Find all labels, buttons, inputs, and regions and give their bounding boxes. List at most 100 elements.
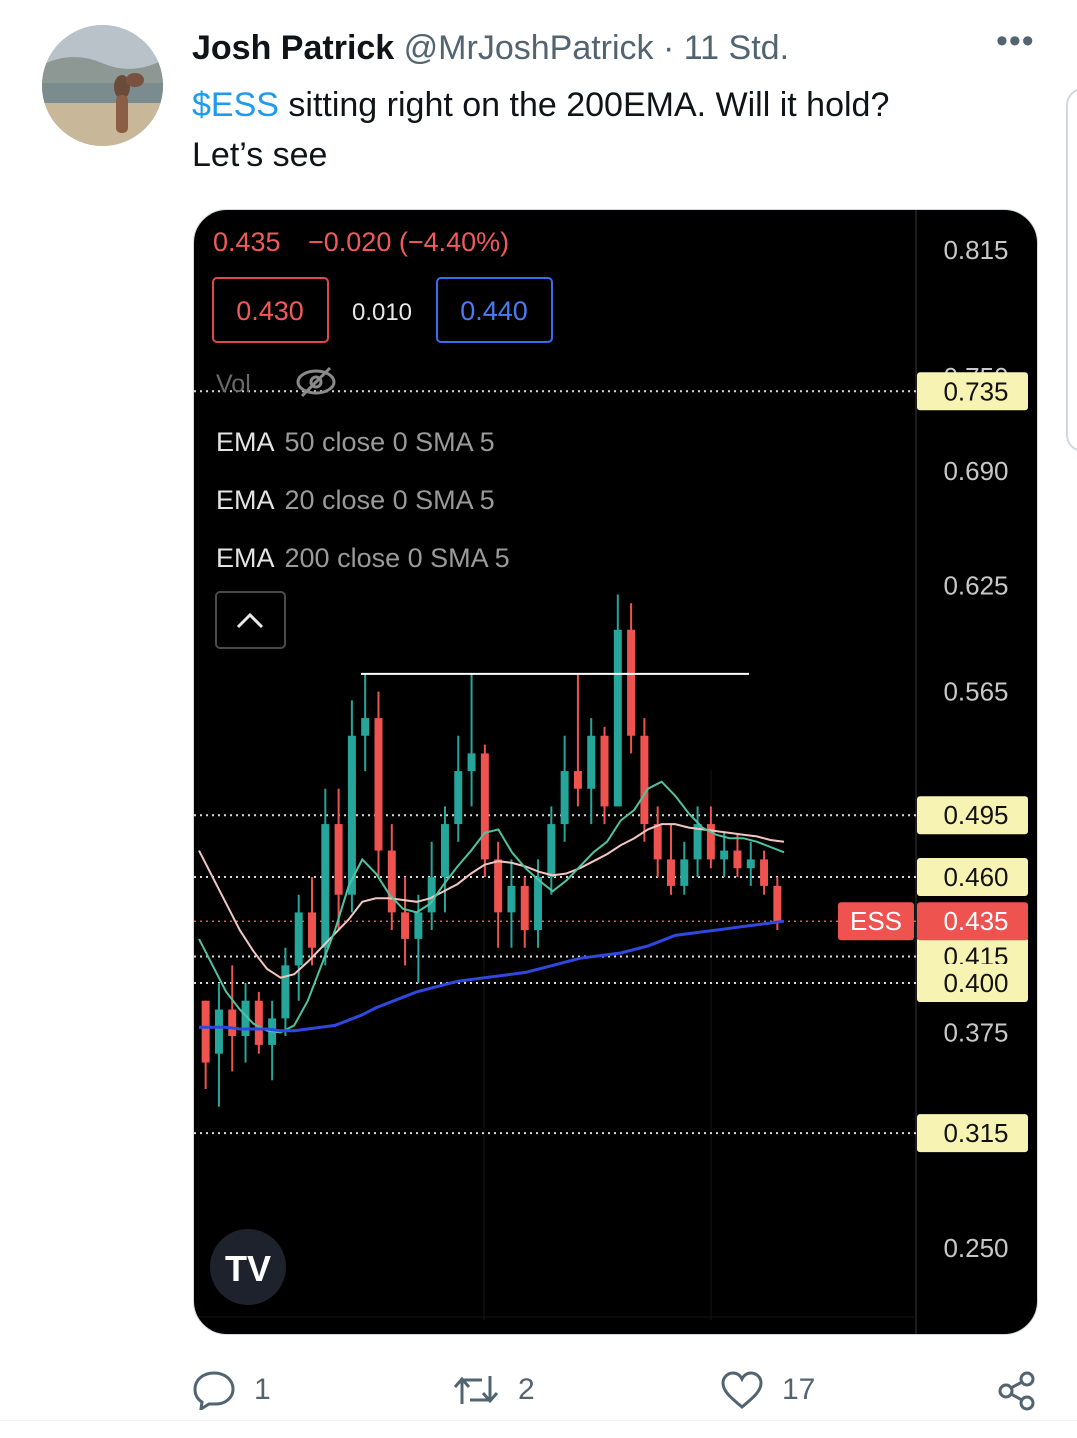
price-tag-label: 0.315: [943, 1118, 1008, 1148]
vol-label: Vol: [216, 370, 251, 398]
indicator-ema200: EMA 200 close 0 SMA 5: [216, 543, 510, 573]
indicator-params: 200 close 0 SMA 5: [285, 543, 510, 573]
axis-tick-label: 0.690: [943, 456, 1008, 486]
retweet-button[interactable]: 2: [452, 1370, 535, 1410]
candle-body: [347, 735, 356, 895]
current-price-label: 0.435: [943, 906, 1008, 936]
price-tag: [917, 372, 1028, 411]
retweet-icon: [453, 1376, 499, 1404]
candle-body: [507, 885, 516, 913]
header-change: −0.020 (−4.40%): [308, 227, 509, 257]
scroll-peek: [1066, 88, 1077, 452]
current-price-tag: [917, 902, 1028, 941]
ema-lines: [198, 780, 785, 1034]
eye-crossed-icon: [296, 366, 336, 398]
avatar-photo: [42, 25, 163, 146]
indicator-ema20: EMA 20 close 0 SMA 5: [216, 485, 495, 515]
candle-body: [440, 824, 449, 878]
candle-body: [706, 824, 715, 860]
candle-body: [560, 771, 569, 825]
ask-button: [436, 277, 553, 343]
cashtag-link[interactable]: $ESS: [192, 86, 279, 124]
candle-body: [308, 912, 316, 948]
candle-body: [321, 824, 330, 948]
like-button[interactable]: 17: [720, 1370, 815, 1410]
header-price: 0.435: [213, 227, 281, 257]
author-name[interactable]: Josh Patrick: [192, 29, 395, 67]
heart-icon: [721, 1371, 763, 1409]
ask-price: 0.440: [460, 296, 528, 326]
indicator-params: 20 close 0 SMA 5: [285, 485, 495, 515]
share-button[interactable]: [996, 1370, 1038, 1412]
candle-body: [613, 629, 622, 807]
tweet-text-line1: sitting right on the 200EMA. Will it hol…: [278, 86, 890, 124]
candle-body: [760, 859, 769, 886]
price-tag-label: 0.495: [943, 800, 1008, 830]
candle-body: [667, 859, 675, 886]
indicator-name: EMA: [216, 543, 275, 573]
ticker-tag: [838, 902, 914, 941]
price-tag-label: 0.735: [943, 376, 1008, 406]
candle-body: [680, 859, 689, 886]
candle-body: [640, 735, 649, 825]
axis-tick-label: 0.565: [943, 677, 1008, 707]
reply-icon: [193, 1371, 235, 1410]
separator: ·: [663, 29, 675, 67]
axis-tick-label: 0.250: [943, 1233, 1008, 1263]
author-handle[interactable]: @MrJoshPatrick: [403, 29, 654, 67]
candle-body: [361, 718, 370, 736]
candle-body: [454, 771, 463, 825]
avatar[interactable]: [42, 25, 163, 146]
candle-body: [467, 753, 476, 772]
axis-tick-label: 0.375: [943, 1018, 1008, 1048]
timestamp[interactable]: 11 Std.: [683, 29, 790, 67]
price-tag-label: 0.460: [943, 862, 1008, 892]
bid-button: [212, 277, 329, 343]
candle-body: [547, 824, 556, 878]
candle-body: [520, 885, 529, 931]
candle-body: [241, 1000, 250, 1037]
candle-body: [600, 735, 609, 807]
candle-body: [573, 771, 582, 789]
candle-body: [374, 718, 383, 851]
price-tag-label: 0.400: [943, 968, 1008, 998]
more-horizontal-icon[interactable]: •••: [996, 22, 1035, 60]
ticker-tag-label: ESS: [850, 906, 902, 936]
candle-body: [414, 912, 423, 939]
candle-body: [693, 824, 702, 860]
price-tag: [917, 1114, 1028, 1153]
chevron-up-icon: [215, 591, 286, 649]
candle-body: [653, 824, 662, 860]
axis-tick-label: 0.815: [943, 235, 1008, 265]
candle-body: [281, 965, 290, 1019]
indicator-name: EMA: [216, 427, 275, 457]
price-tag: [917, 964, 1028, 1003]
ema200-line: [199, 919, 785, 1033]
bid-price: 0.430: [236, 296, 304, 326]
reply-count: 1: [254, 1373, 271, 1406]
candle-body: [228, 1009, 237, 1037]
logo-text: TV: [225, 1248, 271, 1289]
share-icon: [998, 1371, 1035, 1411]
candle-body: [294, 912, 303, 966]
ema50-line: [198, 823, 785, 979]
candles: [201, 594, 782, 1107]
candle-body: [587, 735, 596, 789]
candle-body: [773, 885, 782, 922]
candle-body: [427, 877, 436, 913]
price-tag: [917, 858, 1028, 897]
candle-body: [534, 877, 543, 931]
candle-body: [401, 912, 410, 939]
candle-body: [480, 753, 489, 860]
candle-body: [254, 1000, 263, 1045]
reply-button[interactable]: 1: [192, 1370, 271, 1410]
tweet-actions: 1 2 17: [0, 1360, 1077, 1420]
candle-body: [214, 1009, 223, 1054]
candle-body: [387, 850, 396, 913]
ema20-line: [198, 780, 785, 1034]
tweet-text-line2: Let’s see: [192, 136, 328, 174]
axis-tick-label: 0.625: [943, 571, 1008, 601]
